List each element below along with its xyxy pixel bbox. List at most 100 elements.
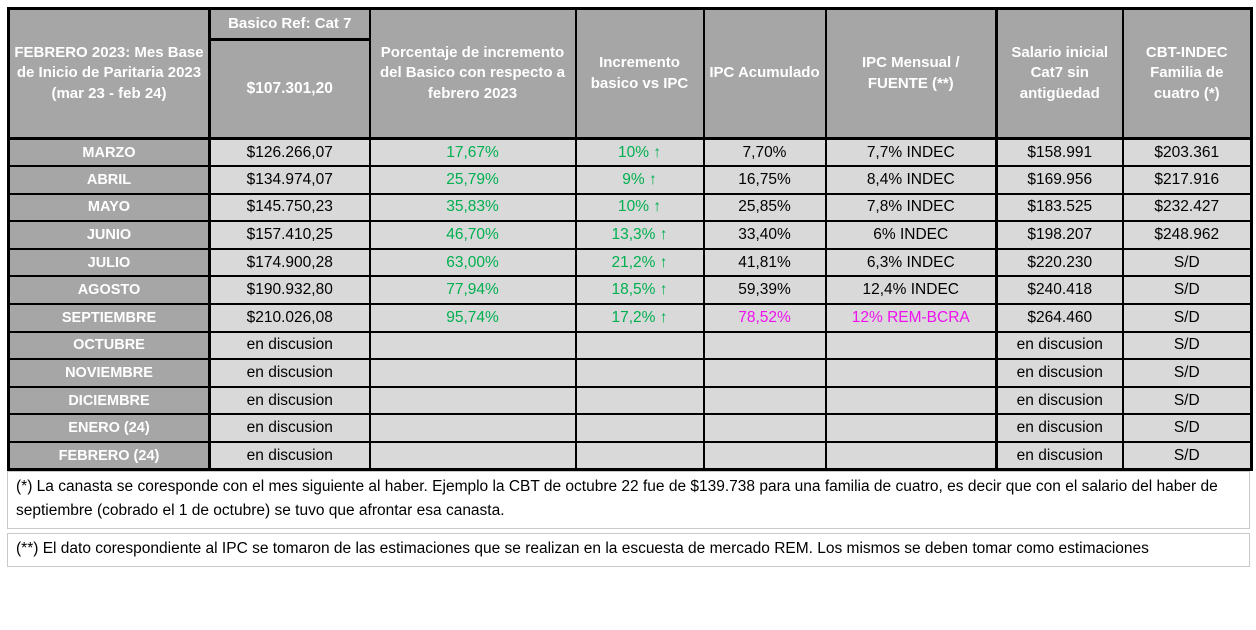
data-cell: $232.427	[1121, 192, 1253, 223]
data-cell: $190.932,80	[208, 275, 371, 306]
month-label: OCTUBRE	[7, 330, 211, 361]
month-label: JULIO	[7, 247, 211, 278]
footnote-canasta: (*) La canasta se coresponde con el mes …	[7, 471, 1250, 530]
data-cell: 35,83%	[368, 192, 577, 223]
data-cell: 6% INDEC	[824, 220, 998, 250]
data-cell: S/D	[1121, 385, 1253, 416]
table-row: JULIO $174.900,28 63,00% 21,2% ↑ 41,81% 6,3% …	[7, 247, 1253, 278]
data-cell: 25,85%	[702, 192, 827, 223]
data-cell: 18,5% ↑	[574, 275, 705, 306]
data-cell: en discusion	[995, 358, 1124, 388]
header-incremento-vs-ipc: Incremento basico vs IPC	[574, 7, 705, 140]
data-cell: 10% ↑	[574, 192, 705, 223]
footnote-ipc-rem: (**) El dato corespondiente al IPC se to…	[7, 533, 1250, 568]
data-cell: en discusion	[995, 413, 1124, 444]
data-cell: S/D	[1121, 441, 1253, 471]
data-cell: $158.991	[995, 137, 1124, 168]
data-cell: en discusion	[208, 358, 371, 388]
data-cell	[824, 330, 998, 361]
data-cell: 33,40%	[702, 220, 827, 250]
data-cell	[574, 441, 705, 471]
table-row: ENERO (24) en discusion en discusion S/D	[7, 413, 1253, 444]
month-label: JUNIO	[7, 220, 211, 250]
data-cell: 77,94%	[368, 275, 577, 306]
data-cell: en discusion	[208, 441, 371, 471]
data-cell: 17,2% ↑	[574, 303, 705, 333]
table-row: OCTUBRE en discusion en discusion S/D	[7, 330, 1253, 361]
table-row: SEPTIEMBRE $210.026,08 95,74% 17,2% ↑ 78,52%…	[7, 303, 1253, 333]
data-cell	[824, 441, 998, 471]
data-cell: 9% ↑	[574, 165, 705, 195]
month-label: MARZO	[7, 137, 211, 168]
data-cell: $198.207	[995, 220, 1124, 250]
data-cell: S/D	[1121, 330, 1253, 361]
data-cell: $220.230	[995, 247, 1124, 278]
month-label: DICIEMBRE	[7, 385, 211, 416]
header-ipc-acumulado: IPC Acumulado	[702, 7, 827, 140]
month-label: FEBRERO (24)	[7, 441, 211, 471]
table-row: JUNIO $157.410,25 46,70% 13,3% ↑ 33,40% 6% IN…	[7, 220, 1253, 250]
data-cell	[368, 413, 577, 444]
header-basico-value: $107.301,20	[208, 38, 371, 140]
table-row: FEBRERO (24) en discusion en discusion S/D	[7, 441, 1253, 471]
table-row: AGOSTO $190.932,80 77,94% 18,5% ↑ 59,39% 12,4…	[7, 275, 1253, 306]
data-cell	[702, 385, 827, 416]
data-cell	[574, 330, 705, 361]
month-label: AGOSTO	[7, 275, 211, 306]
table-row: DICIEMBRE en discusion en discusion S/D	[7, 385, 1253, 416]
header-base-month: FEBRERO 2023: Mes Base de Inicio de Pari…	[7, 7, 211, 140]
month-label: NOVIEMBRE	[7, 358, 211, 388]
month-label: MAYO	[7, 192, 211, 223]
data-cell: 41,81%	[702, 247, 827, 278]
data-cell	[368, 441, 577, 471]
data-cell	[368, 358, 577, 388]
month-label: SEPTIEMBRE	[7, 303, 211, 333]
data-cell: en discusion	[995, 441, 1124, 471]
data-cell: en discusion	[208, 330, 371, 361]
data-cell	[574, 413, 705, 444]
data-cell: 63,00%	[368, 247, 577, 278]
data-cell: en discusion	[208, 385, 371, 416]
header-cbt-indec: CBT-INDEC Familia de cuatro (*)	[1121, 7, 1253, 140]
month-label: ABRIL	[7, 165, 211, 195]
data-cell	[702, 358, 827, 388]
paritaria-table: FEBRERO 2023: Mes Base de Inicio de Pari…	[7, 7, 1253, 472]
data-cell: 16,75%	[702, 165, 827, 195]
data-cell	[574, 358, 705, 388]
data-cell	[824, 385, 998, 416]
data-cell: $157.410,25	[208, 220, 371, 250]
table-row: NOVIEMBRE en discusion en discusion S/D	[7, 358, 1253, 388]
data-cell: S/D	[1121, 303, 1253, 333]
data-cell: $217.916	[1121, 165, 1253, 195]
data-cell: 7,8% INDEC	[824, 192, 998, 223]
data-cell: 21,2% ↑	[574, 247, 705, 278]
data-cell	[368, 385, 577, 416]
data-cell: $169.956	[995, 165, 1124, 195]
data-cell: 59,39%	[702, 275, 827, 306]
data-cell: en discusion	[995, 385, 1124, 416]
table-body: MARZO $126.266,07 17,67% 10% ↑ 7,70% 7,7% IND…	[7, 137, 1253, 471]
data-cell	[574, 385, 705, 416]
data-cell	[824, 413, 998, 444]
data-cell: $126.266,07	[208, 137, 371, 168]
table-row: MAYO $145.750,23 35,83% 10% ↑ 25,85% 7,8% IND…	[7, 192, 1253, 223]
data-cell: S/D	[1121, 275, 1253, 306]
data-cell: 7,7% INDEC	[824, 137, 998, 168]
header-salario-inicial: Salario inicial Cat7 sin antigüedad	[995, 7, 1124, 140]
data-cell: $248.962	[1121, 220, 1253, 250]
data-cell: $183.525	[995, 192, 1124, 223]
data-cell: 78,52%	[702, 303, 827, 333]
data-cell: S/D	[1121, 247, 1253, 278]
data-cell: S/D	[1121, 358, 1253, 388]
data-cell: S/D	[1121, 413, 1253, 444]
data-cell	[702, 441, 827, 471]
data-cell: $145.750,23	[208, 192, 371, 223]
data-cell: 13,3% ↑	[574, 220, 705, 250]
data-cell: 7,70%	[702, 137, 827, 168]
data-cell: 17,67%	[368, 137, 577, 168]
data-cell: 12% REM-BCRA	[824, 303, 998, 333]
data-cell: 8,4% INDEC	[824, 165, 998, 195]
data-cell	[368, 330, 577, 361]
table-row: ABRIL $134.974,07 25,79% 9% ↑ 16,75% 8,4% IND…	[7, 165, 1253, 195]
data-cell: $134.974,07	[208, 165, 371, 195]
